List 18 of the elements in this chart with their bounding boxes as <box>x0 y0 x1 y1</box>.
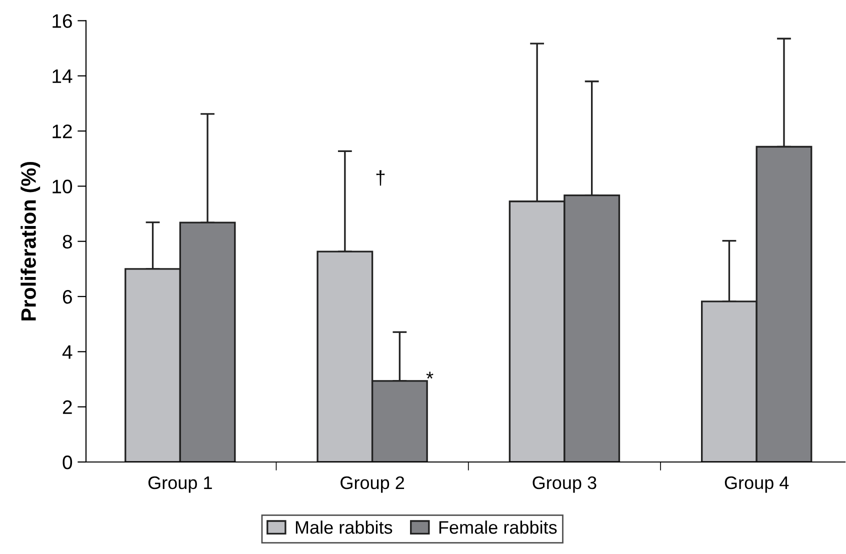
x-tick-label: Group 4 <box>724 476 789 493</box>
x-tick-label: Group 1 <box>148 476 212 493</box>
y-tick-label: 16 <box>52 14 72 28</box>
y-axis-title: Proliferation (%) <box>20 162 40 320</box>
y-tick-label: 6 <box>62 290 72 304</box>
x-tick-label: Group 3 <box>532 476 596 493</box>
y-tick-label: 14 <box>52 70 72 83</box>
y-tick-label: 10 <box>52 180 72 194</box>
x-tick-label: Group 2 <box>340 476 404 493</box>
annotation: † <box>376 170 385 186</box>
legend-label: Male rabbits <box>296 520 392 534</box>
legend-label: Female rabbits <box>439 520 557 534</box>
y-tick-label: 4 <box>62 345 72 359</box>
y-tick-label: 8 <box>62 234 72 249</box>
y-tick-label: 2 <box>62 400 72 414</box>
y-tick-label: 12 <box>52 124 72 138</box>
annotation: * <box>426 372 434 379</box>
y-tick-label: 0 <box>62 455 72 470</box>
